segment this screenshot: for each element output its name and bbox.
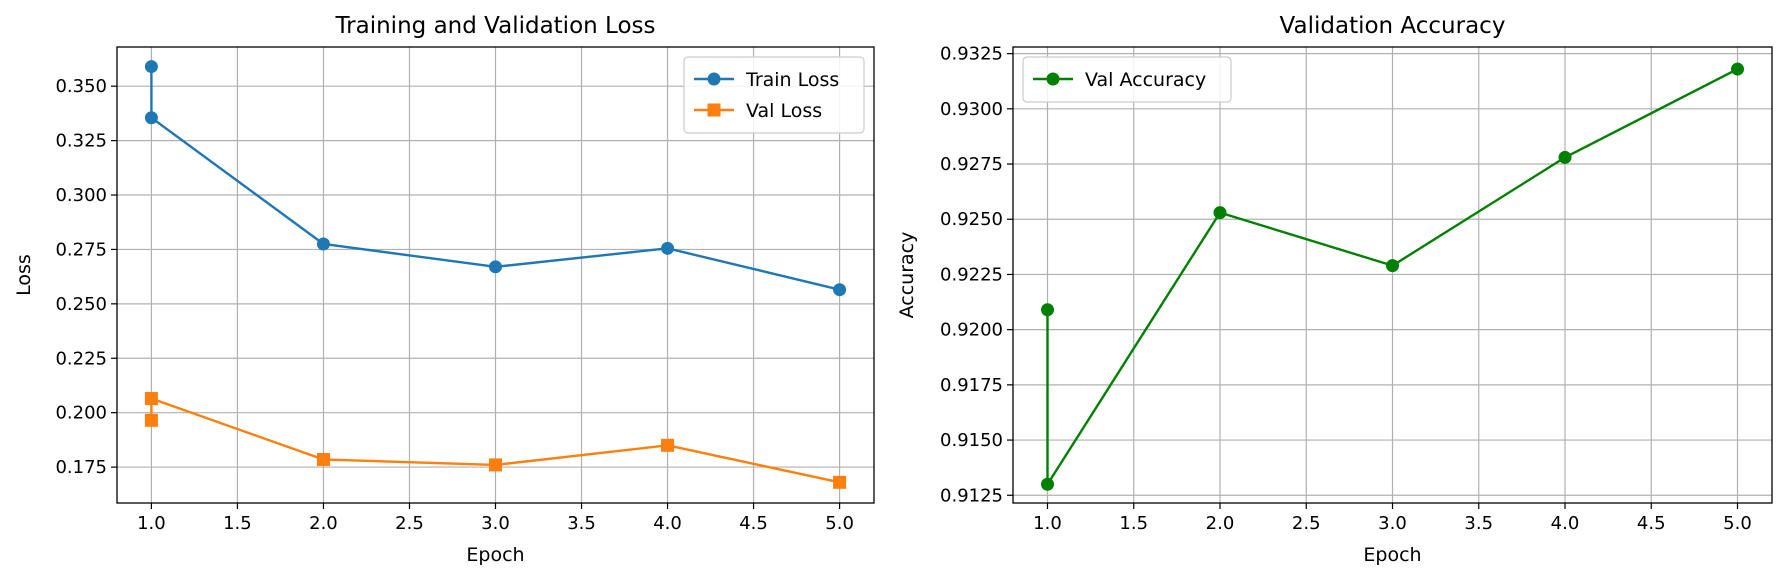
y-tick-label: 0.275 (55, 239, 107, 260)
y-tick-label: 0.9125 (940, 485, 1003, 506)
y-tick-label: 0.9275 (940, 154, 1003, 175)
x-tick-label: 2.5 (1292, 513, 1321, 534)
x-tick-label: 4.5 (739, 513, 768, 534)
data-point (316, 237, 330, 251)
series-1 (144, 60, 847, 297)
grid (117, 47, 874, 503)
series-2 (144, 392, 847, 489)
data-point (316, 452, 330, 466)
data-point (1731, 62, 1744, 76)
chart-title: Validation Accuracy (1280, 13, 1506, 39)
series-1 (1041, 62, 1744, 491)
y-tick-label: 0.9250 (940, 209, 1003, 230)
y-tick-label: 0.9175 (940, 375, 1003, 396)
data-point (144, 111, 158, 125)
x-tick-label: 3.5 (1464, 513, 1493, 534)
y-tick-label: 0.250 (55, 294, 107, 315)
data-point (1041, 477, 1054, 491)
chart-1: 1.0 1.5 2.0 2.5 3.0 3.5 4.0 4.5 5.0 0.175 0.200 0.2… (13, 13, 875, 566)
x-tick-label: 1.5 (223, 513, 252, 534)
y-tick-label: 0.9300 (940, 99, 1003, 120)
data-point (661, 241, 675, 255)
y-tick-label: 0.9325 (940, 44, 1003, 65)
data-point (1213, 206, 1227, 220)
data-point (489, 260, 502, 274)
y-tick-label: 0.9225 (940, 264, 1003, 285)
legend-entry: Val Accuracy (1033, 69, 1206, 91)
data-point (833, 475, 847, 489)
y-tick-label: 0.300 (55, 185, 107, 206)
data-point (1386, 259, 1399, 273)
y-tick-label: 0.175 (55, 457, 107, 478)
legend-marker (707, 103, 721, 117)
data-point (144, 413, 158, 427)
data-point (661, 438, 675, 452)
x-tick-label: 1.5 (1119, 513, 1148, 534)
legend-entry: Val Loss (694, 100, 822, 122)
chart-title: Training and Validation Loss (335, 13, 656, 39)
x-tick-label: 4.5 (1637, 513, 1666, 534)
x-tick-label: 1.0 (1033, 513, 1062, 534)
y-tick-label: 0.9200 (940, 320, 1003, 341)
y-axis-label: Loss (13, 254, 35, 296)
data-point (144, 60, 158, 74)
y-tick-label: 0.200 (55, 403, 107, 424)
y-axis-label: Accuracy (896, 232, 918, 319)
x-tick-label: 4.0 (1551, 513, 1580, 534)
x-tick-label: 4.0 (653, 513, 682, 534)
series-line (1046, 68, 1739, 486)
y-tick-label: 0.325 (55, 131, 107, 152)
legend-box (683, 56, 865, 134)
x-tick-label: 2.5 (395, 513, 424, 534)
data-point (144, 392, 158, 406)
x-tick-label: 5.0 (1723, 513, 1752, 534)
legend-label: Val Accuracy (1085, 69, 1206, 91)
x-tick-label: 1.0 (137, 513, 166, 534)
legend: Train Loss Val Loss (683, 56, 865, 134)
x-tick-label: 3.0 (481, 513, 510, 534)
data-point (833, 283, 847, 297)
x-axis-label: Epoch (1363, 544, 1421, 566)
x-tick-label: 5.0 (825, 513, 854, 534)
legend-entry: Train Loss (694, 69, 839, 91)
grid (1013, 47, 1772, 503)
x-tick-label: 3.5 (567, 513, 596, 534)
x-tick-label: 2.0 (309, 513, 338, 534)
x-tick-label: 2.0 (1206, 513, 1235, 534)
data-point (1558, 150, 1572, 164)
legend-marker (1046, 72, 1060, 86)
y-tick-label: 0.350 (55, 76, 107, 97)
legend-label: Train Loss (745, 69, 839, 91)
data-point (1041, 303, 1054, 317)
legend-label: Val Loss (746, 100, 822, 122)
x-axis-label: Epoch (466, 544, 524, 566)
series-line (150, 66, 840, 291)
y-tick-label: 0.9150 (940, 430, 1003, 451)
chart-2: 1.0 1.5 2.0 2.5 3.0 3.5 4.0 4.5 5.0 0.9125 0.9150 0… (896, 13, 1773, 566)
legend: Val Accuracy (1022, 56, 1232, 103)
y-tick-label: 0.225 (55, 348, 107, 369)
x-tick-label: 3.0 (1378, 513, 1407, 534)
legend-box (1022, 56, 1232, 103)
data-point (489, 458, 502, 472)
legend-marker (707, 72, 721, 86)
